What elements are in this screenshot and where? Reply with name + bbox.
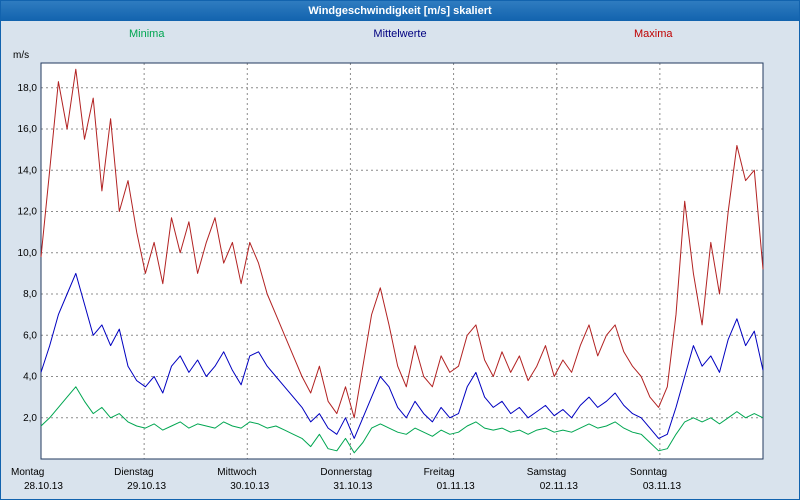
title-bar: Windgeschwindigkeit [m/s] skaliert: [1, 1, 799, 21]
y-tick-label: 14,0: [18, 165, 38, 176]
date-label: 31.10.13: [333, 481, 372, 492]
y-tick-label: 16,0: [18, 124, 38, 135]
day-label: Sonntag: [630, 467, 667, 478]
day-label: Samstag: [527, 467, 566, 478]
date-label: 02.11.13: [540, 481, 579, 492]
day-label: Dienstag: [114, 467, 153, 478]
date-label: 03.11.13: [643, 481, 682, 492]
day-label: Mittwoch: [217, 467, 256, 478]
y-tick-label: 4,0: [23, 372, 37, 383]
chart-title: Windgeschwindigkeit [m/s] skaliert: [308, 5, 492, 17]
y-tick-label: 6,0: [23, 330, 37, 341]
series-minima: [40, 386, 764, 454]
y-tick-label: 18,0: [18, 83, 38, 94]
legend-minima: Minima: [129, 28, 165, 40]
y-tick-label: 12,0: [18, 207, 38, 218]
y-tick-label: 2,0: [23, 413, 37, 424]
y-tick-label: 8,0: [23, 289, 37, 300]
series-mittelwerte: [40, 272, 764, 439]
wind-speed-chart: 2,0 4,0 6,0 8,0 10,0 12,0 14,0 16,0 18,0 Montag 28…: [11, 50, 764, 492]
plot-border: [40, 62, 764, 460]
legend-mittelwerte: Mittelwerte: [373, 28, 427, 40]
date-label: 29.10.13: [127, 481, 166, 492]
legend-maxima: Maxima: [634, 28, 673, 40]
date-label: 30.10.13: [230, 481, 269, 492]
day-label: Montag: [11, 467, 44, 478]
series-maxima: [40, 68, 764, 419]
date-label: 01.11.13: [437, 481, 476, 492]
y-axis-unit: m/s: [13, 50, 29, 61]
day-label: Donnerstag: [320, 467, 372, 478]
date-label: 28.10.13: [24, 481, 63, 492]
day-label: Freitag: [424, 467, 455, 478]
y-tick-label: 10,0: [18, 248, 38, 259]
legend: Minima Mittelwerte Maxima: [1, 21, 799, 45]
